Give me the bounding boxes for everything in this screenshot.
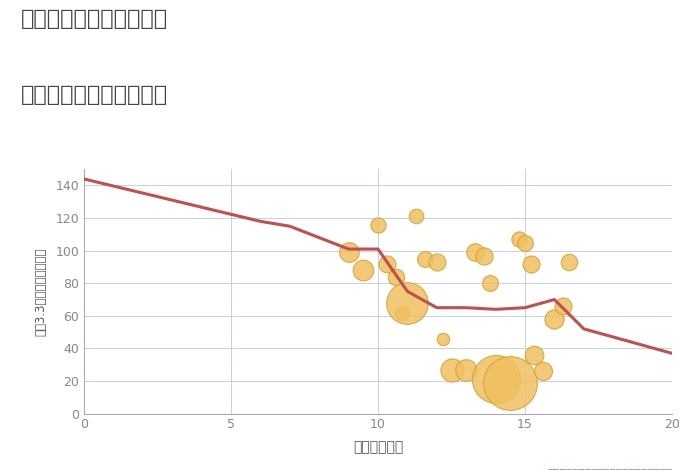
Point xyxy=(419,255,430,263)
Point xyxy=(390,273,401,281)
Point xyxy=(484,280,496,287)
Point xyxy=(461,366,472,373)
Point xyxy=(549,315,560,323)
Point xyxy=(528,351,540,359)
Point xyxy=(396,309,407,316)
Point xyxy=(446,366,457,373)
Point xyxy=(411,213,422,220)
Point xyxy=(564,258,575,266)
Point xyxy=(490,376,501,383)
Point xyxy=(478,252,489,259)
Point xyxy=(437,335,448,343)
Point xyxy=(358,266,369,274)
Text: 大阪府岸和田市並松町の: 大阪府岸和田市並松町の xyxy=(21,9,168,30)
Text: 円の大きさは、取引のあった物件面積を示す: 円の大きさは、取引のあった物件面積を示す xyxy=(547,467,672,470)
Point xyxy=(431,258,442,266)
Point xyxy=(525,260,536,267)
Point xyxy=(537,368,548,375)
Point xyxy=(470,249,481,256)
Text: 駅距離別中古戸建て価格: 駅距離別中古戸建て価格 xyxy=(21,85,168,105)
Point xyxy=(382,260,393,267)
Y-axis label: 坪（3.3㎡）単価（万円）: 坪（3.3㎡）単価（万円） xyxy=(34,247,47,336)
Point xyxy=(343,249,354,256)
Point xyxy=(402,299,413,306)
Point xyxy=(372,221,384,228)
Point xyxy=(514,235,525,243)
Point xyxy=(519,239,531,246)
Point xyxy=(558,302,569,310)
X-axis label: 駅距離（分）: 駅距離（分） xyxy=(353,440,403,454)
Point xyxy=(505,379,516,386)
